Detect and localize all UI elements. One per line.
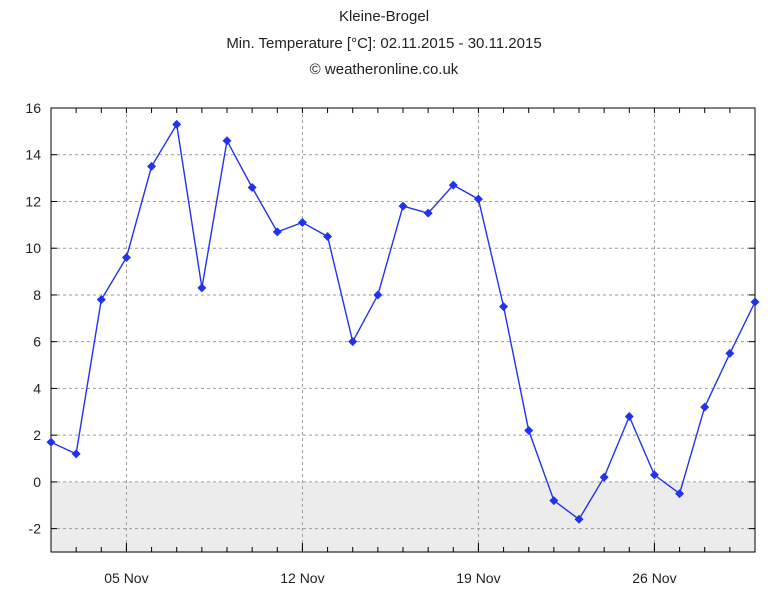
data-point-marker [750, 297, 760, 307]
series-line [50, 122, 756, 521]
x-tick-label: 05 Nov [104, 570, 148, 586]
y-tick-label: 2 [33, 427, 41, 443]
y-tick-label: 12 [25, 193, 41, 209]
y-axis: -2 0 2 4 6 8 10 12 14 16 [25, 100, 755, 537]
data-point-marker [675, 489, 685, 499]
data-point-marker [272, 227, 282, 237]
data-point-marker [348, 337, 358, 347]
data-point-marker [524, 425, 534, 435]
x-axis: 05 Nov 12 Nov 19 Nov 26 Nov [50, 108, 756, 586]
data-point-marker [725, 348, 735, 358]
data-point-marker [549, 496, 559, 506]
data-point-marker [172, 119, 182, 129]
chart-subtitle: Min. Temperature [°C]: 02.11.2015 - 30.1… [226, 35, 542, 52]
data-point-marker [247, 182, 257, 192]
data-point-marker [121, 253, 131, 263]
y-tick-label: -2 [29, 521, 42, 537]
chart-title: Kleine-Brogel [338, 8, 430, 25]
data-point-marker [297, 218, 307, 228]
data-point-marker [473, 194, 483, 204]
data-point-marker [624, 411, 634, 421]
data-point-marker [323, 232, 333, 242]
data-point-marker [499, 302, 509, 312]
y-tick-label: 8 [33, 287, 41, 303]
x-tick-label: 19 Nov [456, 570, 500, 586]
data-point-marker [46, 437, 56, 447]
chart-credit: © weatheronline.co.uk [309, 61, 459, 78]
data-point-marker [423, 208, 433, 218]
series-group [46, 119, 760, 524]
data-point-marker [197, 283, 207, 293]
data-point-marker [574, 514, 584, 524]
y-tick-label: 16 [25, 100, 41, 116]
grid-lines [51, 108, 755, 552]
data-point-marker [398, 201, 408, 211]
y-tick-label: 6 [33, 334, 41, 350]
data-point-marker [147, 161, 157, 171]
data-point-marker [599, 472, 609, 482]
x-tick-label: 26 Nov [632, 570, 676, 586]
y-tick-label: 4 [33, 380, 41, 396]
y-tick-label: 14 [25, 147, 41, 163]
data-point-marker [373, 290, 383, 300]
data-point-marker [96, 295, 106, 305]
y-tick-label: 0 [33, 474, 41, 490]
data-point-marker [222, 136, 232, 146]
data-point-marker [71, 449, 81, 459]
y-tick-label: 10 [25, 240, 41, 256]
x-tick-label: 12 Nov [280, 570, 324, 586]
data-point-marker [448, 180, 458, 190]
negative-band [51, 481, 755, 552]
data-point-marker [649, 470, 659, 480]
data-point-marker [700, 402, 710, 412]
